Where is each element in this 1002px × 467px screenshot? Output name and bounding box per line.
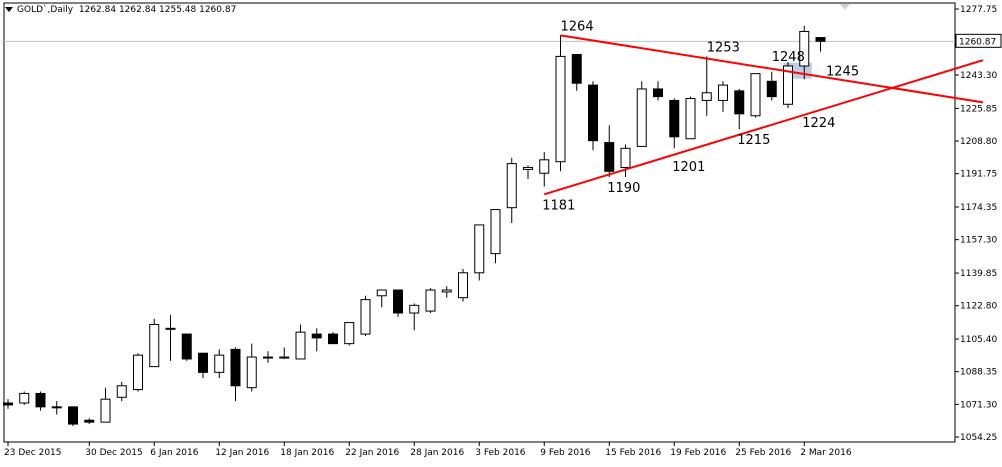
upper-trendline[interactable]: [560, 34, 984, 104]
bull-candle[interactable]: [620, 147, 631, 168]
bull-candle[interactable]: [441, 289, 452, 293]
x-tick-label: 3 Feb 2016: [475, 448, 526, 458]
bull-candle[interactable]: [51, 406, 62, 409]
bull-candle[interactable]: [636, 88, 647, 147]
bull-candle[interactable]: [783, 65, 793, 105]
bull-candle[interactable]: [718, 84, 728, 101]
bull-candle[interactable]: [116, 385, 127, 398]
annotation-label: 1248: [772, 50, 805, 65]
x-tick-label: 30 Dec 2015: [85, 448, 143, 458]
bear-candle[interactable]: [604, 142, 615, 172]
annotation-label: 1253: [707, 40, 740, 55]
bear-candle[interactable]: [3, 402, 13, 406]
annotation-label: 1245: [826, 65, 859, 80]
bull-candle[interactable]: [539, 159, 550, 174]
bull-candle[interactable]: [344, 322, 355, 345]
x-tick-label: 22 Jan 2016: [345, 448, 399, 458]
bull-candle[interactable]: [701, 92, 712, 101]
bull-candle[interactable]: [523, 166, 533, 170]
x-tick-label: 19 Feb 2016: [670, 448, 726, 458]
bear-candle[interactable]: [328, 333, 338, 345]
x-tick-label: 6 Jan 2016: [150, 448, 198, 458]
bear-candle[interactable]: [35, 392, 46, 408]
bull-candle[interactable]: [360, 299, 371, 335]
bear-candle[interactable]: [734, 90, 745, 115]
bear-candle[interactable]: [393, 289, 403, 314]
y-tick-label: 1243.30: [960, 71, 997, 81]
bull-candle[interactable]: [506, 163, 517, 209]
last-price-label: 1260.87: [959, 37, 996, 47]
bear-candle[interactable]: [198, 352, 208, 373]
annotation-label: 1264: [561, 19, 594, 34]
bear-candle[interactable]: [311, 333, 322, 339]
x-tick-label: 23 Dec 2015: [4, 448, 62, 458]
bear-candle[interactable]: [588, 84, 598, 142]
annotation-label: 1181: [542, 198, 575, 213]
bear-candle[interactable]: [653, 88, 663, 98]
bull-candle[interactable]: [263, 356, 273, 359]
bull-candle[interactable]: [685, 98, 696, 140]
y-tick-label: 1105.40: [960, 335, 997, 345]
y-tick-label: 1174.35: [960, 203, 997, 213]
chart-shift-marker-icon[interactable]: [839, 4, 850, 10]
y-tick-label: 1071.30: [960, 400, 997, 410]
y-tick-label: 1225.85: [960, 104, 997, 114]
x-tick-label: 2 Mar 2016: [800, 448, 852, 458]
bull-candle[interactable]: [133, 354, 143, 391]
y-tick-label: 1139.85: [960, 269, 997, 279]
bull-candle[interactable]: [279, 356, 290, 359]
y-tick-label: 1208.80: [960, 137, 997, 147]
bull-candle[interactable]: [19, 392, 30, 404]
y-tick-label: 1122.80: [960, 302, 997, 312]
annotation-label: 1190: [607, 181, 640, 196]
bull-candle[interactable]: [799, 31, 810, 67]
x-tick-label: 28 Jan 2016: [410, 448, 464, 458]
x-tick-label: 18 Jan 2016: [280, 448, 334, 458]
bull-candle[interactable]: [458, 272, 468, 299]
bull-candle[interactable]: [376, 289, 387, 297]
y-tick-label: 1157.30: [960, 236, 997, 246]
bull-candle[interactable]: [750, 73, 761, 117]
annotation-label: 1201: [672, 160, 705, 175]
bear-candle[interactable]: [815, 37, 826, 42]
bull-candle[interactable]: [149, 323, 160, 368]
y-tick-label: 1054.25: [960, 433, 997, 443]
x-tick-label: 15 Feb 2016: [605, 448, 661, 458]
plot-frame: [3, 2, 956, 443]
bull-candle[interactable]: [555, 55, 566, 163]
bull-candle[interactable]: [214, 354, 225, 373]
bull-candle[interactable]: [474, 224, 485, 274]
ohlc-readout: 1262.84 1262.84 1255.48 1260.87: [78, 5, 237, 15]
bull-candle[interactable]: [246, 356, 257, 389]
annotation-label: 1215: [737, 133, 770, 148]
bull-candle[interactable]: [165, 327, 176, 330]
bear-candle[interactable]: [571, 53, 582, 84]
bull-candle[interactable]: [409, 304, 420, 314]
bull-candle[interactable]: [490, 209, 501, 255]
bear-candle[interactable]: [230, 348, 241, 387]
chart-header: GOLD`,Daily 1262.84 1262.84 1255.48 1260…: [5, 5, 236, 15]
bull-candle[interactable]: [295, 331, 306, 360]
bear-candle[interactable]: [181, 333, 192, 360]
bear-candle[interactable]: [84, 419, 95, 423]
bear-candle[interactable]: [766, 80, 777, 98]
x-tick-label: 25 Feb 2016: [735, 448, 791, 458]
y-tick-label: 1191.75: [960, 170, 997, 180]
y-tick-label: 1088.35: [960, 368, 997, 378]
dropdown-triangle-icon[interactable]: [5, 7, 13, 12]
bear-candle[interactable]: [68, 406, 78, 425]
bull-candle[interactable]: [425, 289, 436, 312]
lower-trendline[interactable]: [543, 59, 984, 196]
bear-candle[interactable]: [669, 99, 680, 138]
x-tick-label: 12 Jan 2016: [215, 448, 269, 458]
last-price-box: [955, 33, 1002, 48]
x-tick-label: 9 Feb 2016: [540, 448, 591, 458]
symbol-label: GOLD`,Daily: [17, 5, 74, 15]
y-tick-label: 1277.75: [960, 5, 997, 15]
annotation-label: 1224: [802, 116, 835, 131]
bull-candle[interactable]: [100, 398, 111, 423]
